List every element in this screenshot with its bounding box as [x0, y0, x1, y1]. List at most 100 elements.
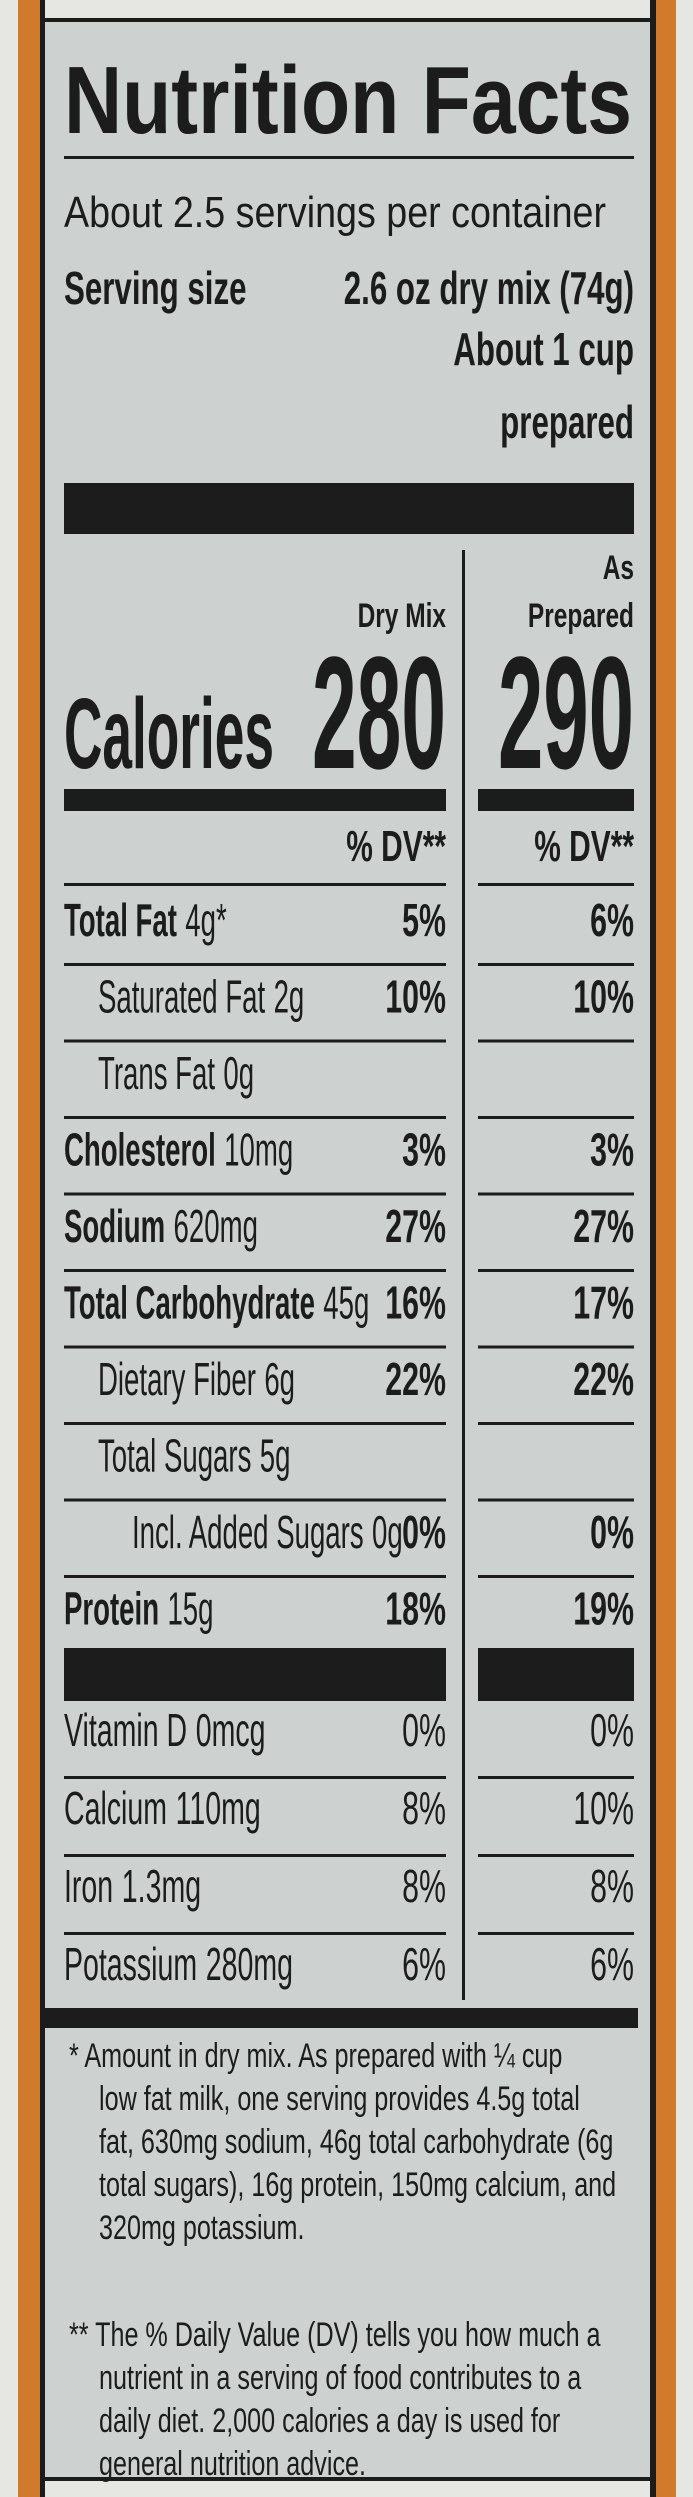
column-header: As: [603, 549, 634, 587]
bottom-rule: [45, 2477, 650, 2481]
vitamin-row: Vitamin D 0mcg: [64, 1705, 266, 1757]
dv-header: % DV**: [346, 821, 446, 870]
row-rule: [64, 1345, 446, 1349]
serving-size-label: Serving size: [64, 263, 247, 314]
serving-prepared: prepared: [500, 397, 634, 448]
column-header: Dry Mix: [358, 597, 447, 635]
thick-bar: [44, 2008, 638, 2028]
nutrient-row: Saturated Fat 2g: [98, 972, 304, 1023]
vitamin-dv-prepared: 0%: [590, 1706, 634, 1757]
dv-prepared: 22%: [573, 1355, 634, 1406]
nutrient-row: Protein 15g: [64, 1584, 213, 1635]
nutrient-row: Incl. Added Sugars 0g: [132, 1508, 403, 1559]
calories-prepared: 290: [498, 623, 634, 802]
dv-dry: 22%: [385, 1355, 446, 1406]
dv-prepared: 10%: [573, 972, 634, 1023]
column-divider: [462, 550, 465, 2000]
vitamin-dv-prepared: 6%: [590, 1940, 634, 1991]
nutrient-row: Dietary Fiber 6g: [98, 1355, 295, 1406]
dv-header: % DV**: [534, 821, 634, 870]
right-border: [656, 0, 676, 2497]
vitamin-dv-dry: 8%: [402, 1784, 446, 1835]
nutrient-name: Dietary Fiber: [98, 1355, 256, 1406]
servings: About 2.5 servings per container: [64, 188, 606, 237]
footnote-line: daily diet. 2,000 calories a day is used…: [99, 2402, 560, 2440]
nutrient-row: Trans Fat 0g: [98, 1049, 254, 1100]
left-border: [18, 0, 40, 2497]
vitamin-name: Vitamin D: [64, 1705, 187, 1757]
row-rule: [478, 1269, 634, 1272]
row-rule: [478, 1932, 634, 1935]
dv-prepared: 3%: [590, 1125, 634, 1176]
dv-prepared: 0%: [590, 1508, 634, 1559]
nutrient-name: Incl. Added Sugars: [132, 1508, 364, 1559]
footnote-line: general nutrition advice.: [99, 2445, 366, 2483]
thick-bar: [64, 483, 634, 534]
nutrient-row: Total Fat 4g*: [64, 896, 227, 947]
rule: [64, 156, 634, 159]
row-rule: [478, 1854, 634, 1857]
dv-dry: 5%: [402, 896, 446, 947]
dv-prepared: 17%: [573, 1278, 634, 1329]
row-rule: [64, 1575, 446, 1578]
dv-prepared: 6%: [590, 896, 634, 947]
vitamin-row: Iron 1.3mg: [64, 1861, 201, 1913]
row-rule: [478, 1422, 634, 1425]
nutrient-name: Sodium: [64, 1202, 165, 1253]
thick-bar: [64, 1648, 446, 1701]
nutrient-amount: 15g: [167, 1584, 213, 1635]
vitamin-amount: 0mcg: [196, 1705, 266, 1757]
dv-dry: 3%: [402, 1125, 446, 1176]
right-rule: [650, 0, 656, 2497]
row-rule: [478, 883, 634, 886]
row-rule: [64, 1039, 446, 1043]
vitamin-name: Potassium: [64, 1939, 197, 1991]
nutrient-row: Total Carbohydrate 45g: [64, 1278, 369, 1329]
nutrient-amount: 5g: [260, 1431, 291, 1482]
row-rule: [478, 963, 634, 966]
vitamin-row: Calcium 110mg: [64, 1783, 261, 1835]
nutrient-name: Total Fat: [64, 896, 177, 947]
dv-dry: 0%: [402, 1508, 446, 1559]
row-rule: [64, 1854, 446, 1857]
row-rule: [64, 883, 446, 886]
row-rule: [478, 1498, 634, 1502]
nutrient-name: Trans Fat: [98, 1049, 215, 1100]
title: Nutrition Facts: [64, 47, 632, 154]
vitamin-amount: 1.3mg: [122, 1861, 201, 1913]
column-header: Prepared: [528, 597, 634, 635]
dv-dry: 27%: [385, 1202, 446, 1253]
footnote-line: * Amount in dry mix. As prepared with ¼ …: [69, 2037, 562, 2075]
row-rule: [64, 1932, 446, 1935]
nutrient-row: Sodium 620mg: [64, 1202, 258, 1253]
vitamin-name: Calcium: [64, 1783, 167, 1835]
nutrient-name: Saturated Fat: [98, 972, 266, 1023]
nutrient-amount: 45g: [323, 1278, 369, 1329]
footnote-line: 320mg potassium.: [99, 2209, 304, 2247]
vitamin-dv-prepared: 8%: [590, 1862, 634, 1913]
nutrient-name: Protein: [64, 1584, 159, 1635]
dv-dry: 18%: [385, 1584, 446, 1635]
footnote-line: low fat milk, one serving provides 4.5g …: [99, 2080, 580, 2118]
nutrient-amount: 0g: [223, 1049, 254, 1100]
footnote-line: fat, 630mg sodium, 46g total carbohydrat…: [99, 2123, 613, 2161]
footnote-line: total sugars), 16g protein, 150mg calciu…: [99, 2166, 616, 2204]
nutrient-amount: 10mg: [224, 1125, 293, 1176]
top-rule: [45, 18, 650, 22]
serving-prepared: About 1 cup: [453, 324, 634, 375]
nutrient-amount: 4g*: [185, 896, 227, 947]
thick-bar: [478, 1648, 634, 1701]
serving-size: 2.6 oz dry mix (74g): [344, 263, 634, 314]
footnote-line: ** The % Daily Value (DV) tells you how …: [69, 2316, 601, 2354]
nutrient-amount: 2g: [274, 972, 305, 1023]
nutrient-amount: 0g: [372, 1508, 403, 1559]
row-rule: [478, 1345, 634, 1349]
row-rule: [478, 1116, 634, 1119]
row-rule: [64, 1192, 446, 1196]
dv-dry: 16%: [385, 1278, 446, 1329]
dv-prepared: 19%: [573, 1584, 634, 1635]
nutrient-name: Total Carbohydrate: [64, 1278, 315, 1329]
row-rule: [64, 1269, 446, 1272]
